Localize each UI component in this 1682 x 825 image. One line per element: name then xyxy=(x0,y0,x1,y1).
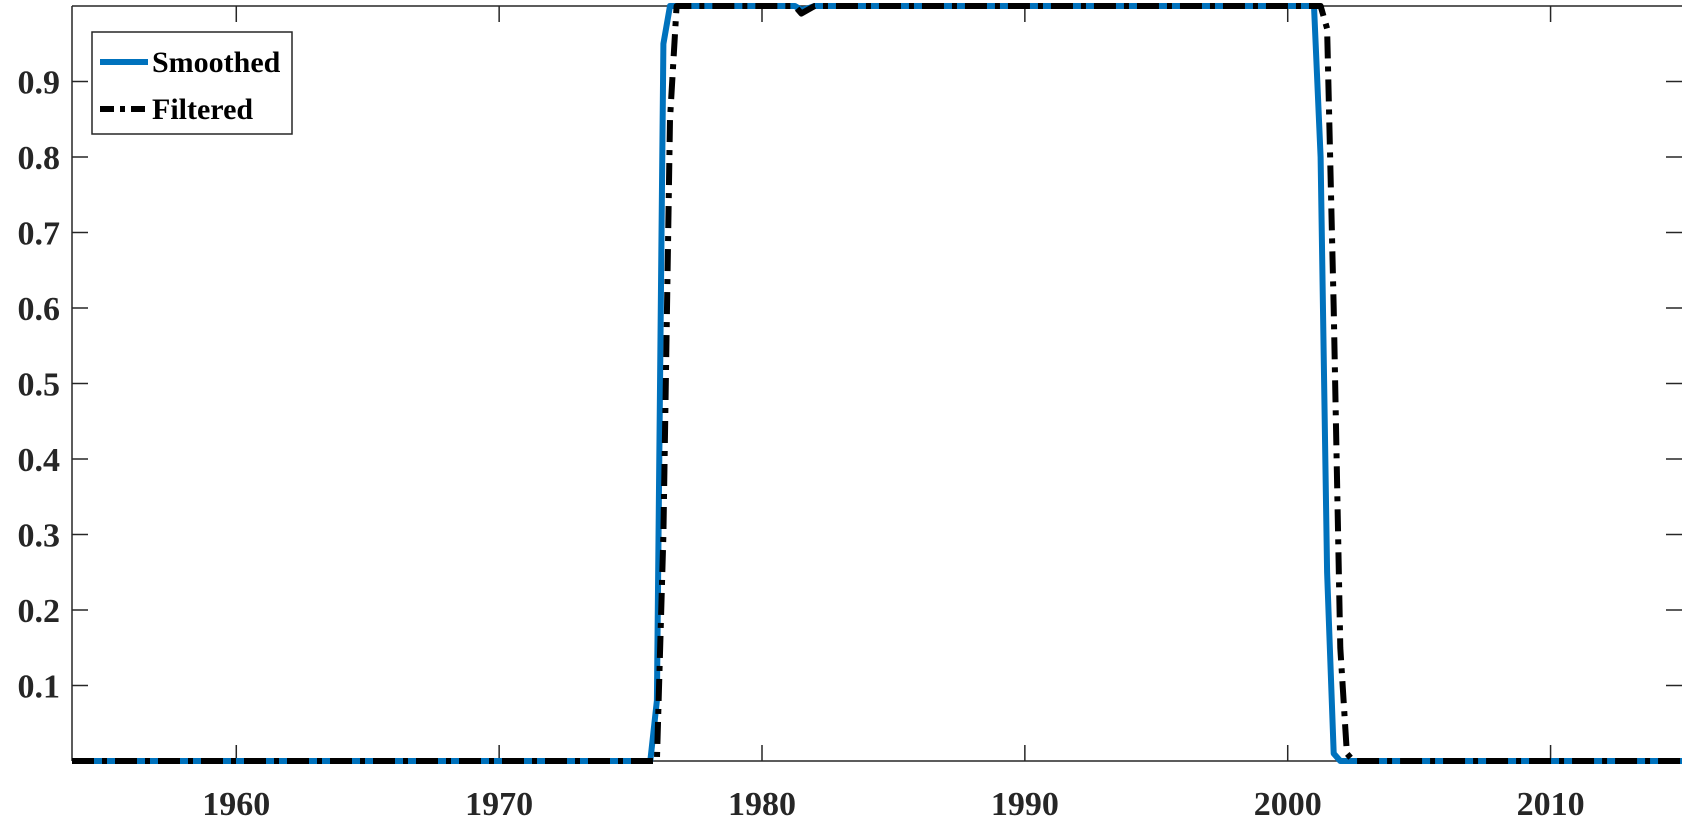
y-tick-label: 0.3 xyxy=(18,518,61,555)
x-tick-label: 2010 xyxy=(1517,786,1585,823)
ticks: 1960 1970 1980 1990 2000 2010 0.1 0.2 0.3 0.4 0.5 0… xyxy=(18,6,1682,823)
x-tick-label: 2000 xyxy=(1254,786,1322,823)
x-tick-label: 1960 xyxy=(202,786,270,823)
legend-label-filtered: Filtered xyxy=(152,93,253,126)
legend-label-smoothed: Smoothed xyxy=(152,46,281,79)
x-tick-label: 1970 xyxy=(465,786,533,823)
legend: Smoothed Filtered xyxy=(91,31,293,135)
x-tick-label: 1990 xyxy=(991,786,1059,823)
y-tick-label: 0.4 xyxy=(18,442,61,479)
legend-box xyxy=(91,31,293,135)
y-tick-label: 0.7 xyxy=(18,216,61,253)
y-tick-label: 0.9 xyxy=(18,65,61,102)
series-lines xyxy=(72,3,1682,764)
y-tick-label: 0.1 xyxy=(18,669,61,706)
y-tick-label: 0.2 xyxy=(18,593,61,630)
series-line-filtered xyxy=(72,3,1682,764)
plot-background xyxy=(72,6,1682,761)
y-tick-label: 0.6 xyxy=(18,291,61,328)
y-tick-label: 0.5 xyxy=(18,367,61,404)
x-tick-label: 1980 xyxy=(728,786,796,823)
y-tick-label: 0.8 xyxy=(18,140,61,177)
